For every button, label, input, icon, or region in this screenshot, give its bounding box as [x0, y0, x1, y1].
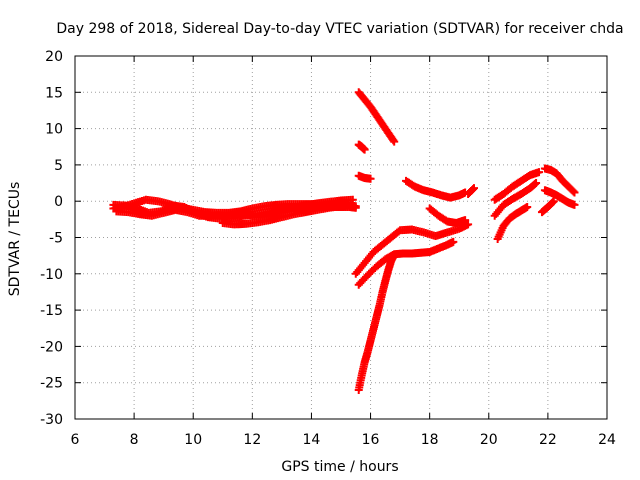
data-point [345, 201, 354, 210]
x-tick-label: 6 [71, 432, 80, 448]
x-tick-label: 12 [243, 432, 261, 448]
y-tick-label: 0 [54, 194, 63, 210]
y-tick-label: 15 [45, 85, 63, 101]
x-tick-label: 20 [480, 432, 498, 448]
data-points [109, 88, 579, 394]
x-tick-label: 16 [362, 432, 380, 448]
series-track-s [537, 197, 558, 217]
x-axis-title: GPS time / hours [281, 459, 398, 475]
series-track-m [425, 204, 470, 227]
series-track-o [490, 179, 541, 220]
x-tick-label: 24 [598, 432, 616, 448]
series-track-h [402, 176, 470, 202]
series-track-f [354, 140, 369, 154]
data-point [390, 250, 399, 259]
y-tick-label: -5 [49, 231, 63, 247]
data-point [464, 220, 473, 229]
series-track-l [354, 250, 399, 394]
data-point [523, 203, 532, 212]
y-axis-title: SDTVAR / TECUs [7, 182, 23, 297]
y-tick-label: 10 [45, 122, 63, 138]
series-track-j [351, 220, 473, 278]
data-point [532, 179, 541, 188]
series-track-k [354, 237, 458, 289]
x-tick-label: 18 [421, 432, 439, 448]
data-point [366, 174, 375, 183]
series-track-g [354, 171, 375, 183]
series-track-d [218, 201, 354, 229]
y-tick-label: -15 [40, 303, 63, 319]
y-tick-label: -10 [40, 267, 63, 283]
data-point [351, 203, 360, 212]
y-tick-label: -30 [40, 412, 63, 428]
data-point [570, 188, 579, 197]
chart-title: Day 298 of 2018, Sidereal Day-to-day VTE… [56, 21, 623, 37]
x-tick-label: 22 [539, 432, 557, 448]
tick-labels: 6 8 10 12 14 16 18 20 22 24 -30 -25 -20 -15 -10 -5 0 5 10 1… [40, 49, 616, 448]
data-point [390, 137, 399, 146]
grid [75, 56, 607, 419]
series-track-i [464, 184, 478, 198]
data-point [449, 237, 458, 246]
data-point [570, 200, 579, 209]
plot-frame [74, 55, 608, 420]
x-tick-label: 10 [184, 432, 202, 448]
y-tick-label: 20 [45, 49, 63, 65]
data-point [470, 184, 478, 193]
series-track-p [493, 203, 532, 243]
data-point [348, 195, 357, 204]
series-track-q [540, 164, 579, 197]
data-point [360, 145, 369, 154]
data-point [461, 216, 470, 225]
series-track-r [540, 186, 579, 209]
data-point [549, 197, 558, 206]
x-tick-label: 8 [130, 432, 139, 448]
x-tick-label: 14 [303, 432, 321, 448]
y-tick-label: -25 [40, 376, 63, 392]
series-track-n [490, 168, 544, 204]
series-track-c [112, 195, 357, 222]
y-tick-label: -20 [40, 339, 63, 355]
data-point [535, 168, 544, 177]
y-tick-label: 5 [54, 158, 63, 174]
series-track-e [354, 88, 399, 146]
